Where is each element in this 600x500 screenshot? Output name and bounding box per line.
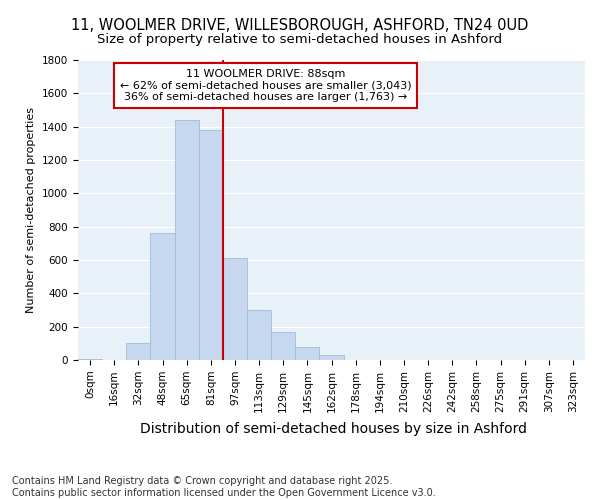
Text: Size of property relative to semi-detached houses in Ashford: Size of property relative to semi-detach… <box>97 32 503 46</box>
Bar <box>247 310 271 360</box>
Text: 11 WOOLMER DRIVE: 88sqm
← 62% of semi-detached houses are smaller (3,043)
36% of: 11 WOOLMER DRIVE: 88sqm ← 62% of semi-de… <box>120 69 412 102</box>
Bar <box>126 344 151 360</box>
Bar <box>223 258 247 360</box>
Text: 11, WOOLMER DRIVE, WILLESBOROUGH, ASHFORD, TN24 0UD: 11, WOOLMER DRIVE, WILLESBOROUGH, ASHFOR… <box>71 18 529 32</box>
Bar <box>271 332 295 360</box>
Bar <box>199 130 223 360</box>
Bar <box>319 355 344 360</box>
Text: Contains HM Land Registry data © Crown copyright and database right 2025.
Contai: Contains HM Land Registry data © Crown c… <box>12 476 436 498</box>
Y-axis label: Number of semi-detached properties: Number of semi-detached properties <box>26 107 37 313</box>
Bar <box>295 346 319 360</box>
Bar <box>151 234 175 360</box>
Text: Distribution of semi-detached houses by size in Ashford: Distribution of semi-detached houses by … <box>140 422 527 436</box>
Bar <box>78 359 102 360</box>
Bar <box>175 120 199 360</box>
